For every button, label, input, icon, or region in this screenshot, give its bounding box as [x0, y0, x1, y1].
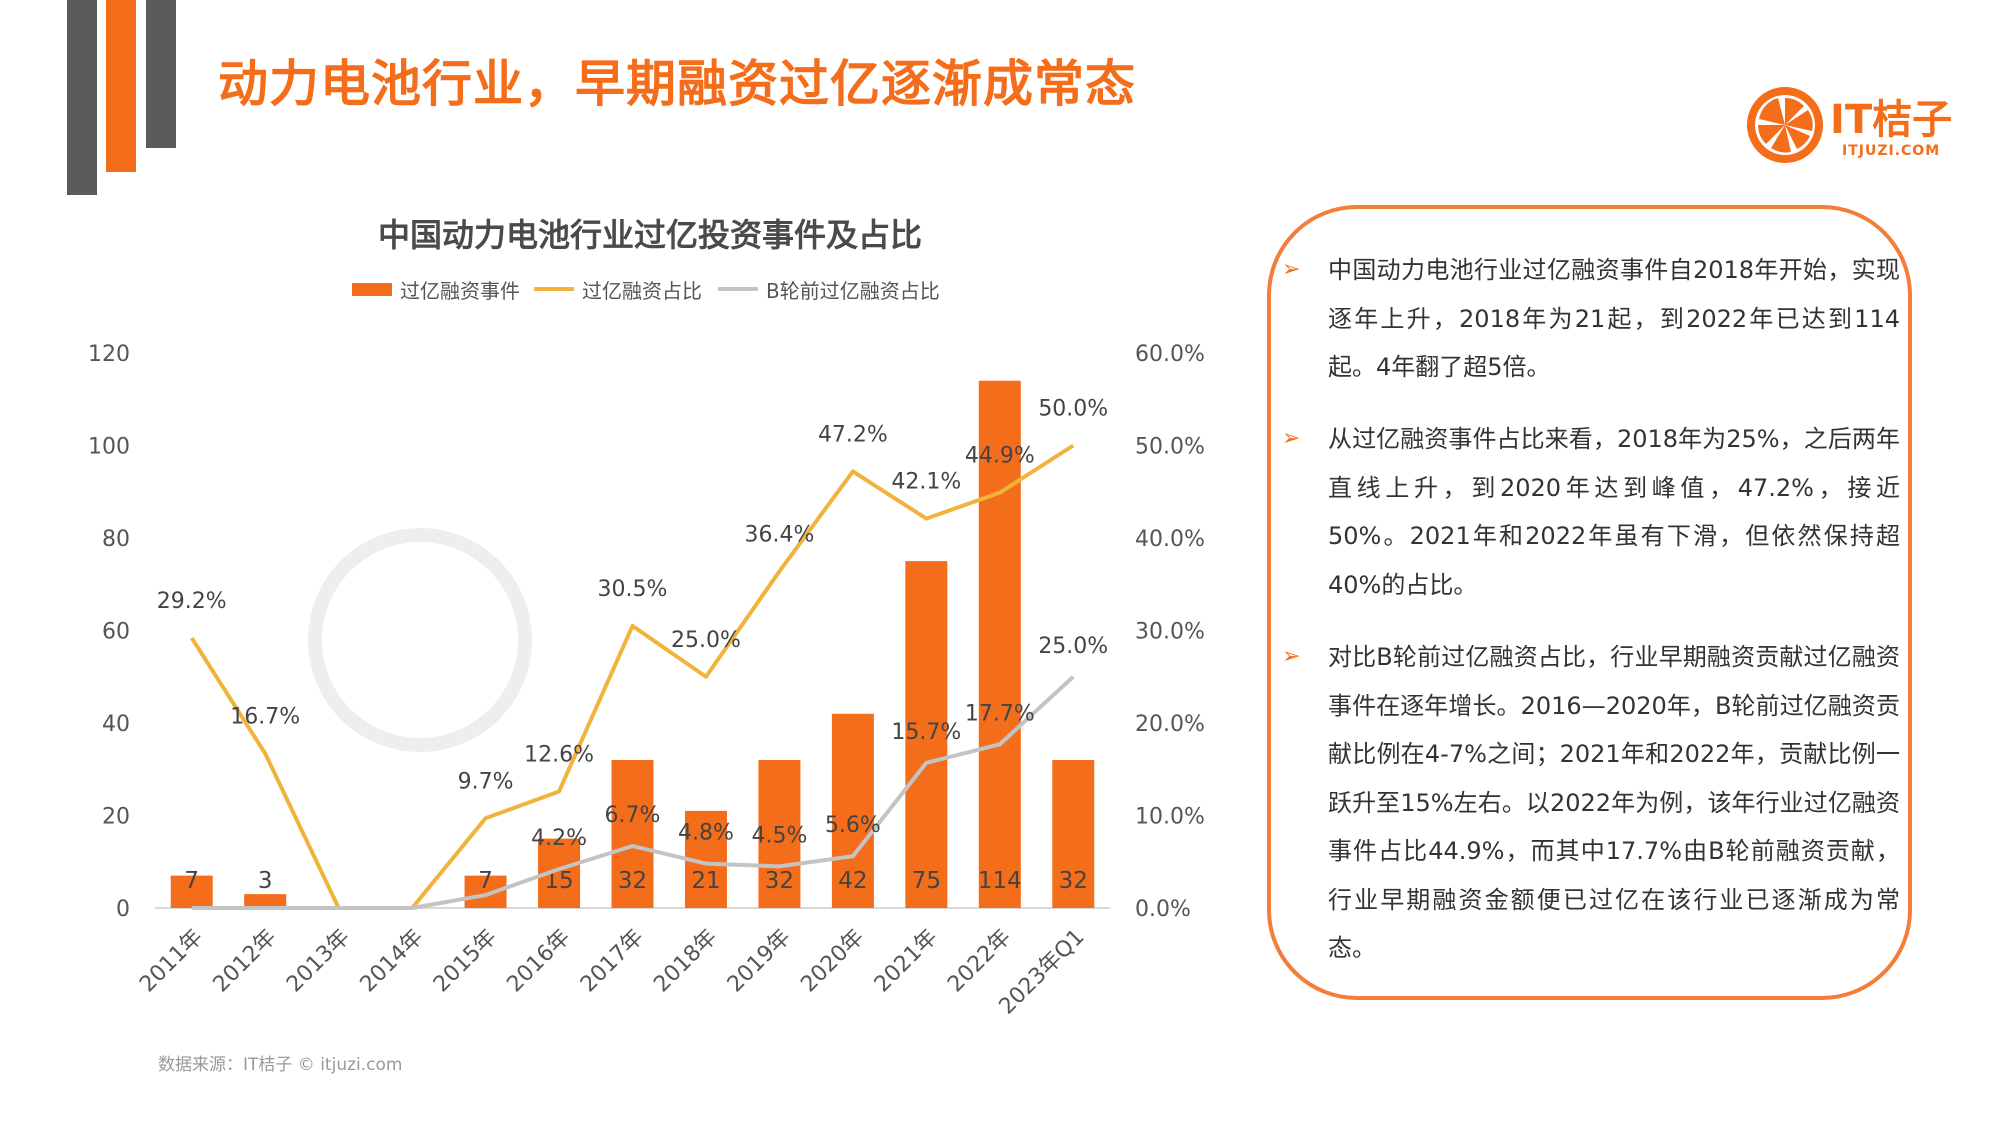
y-left-tick-label: 0: [116, 897, 130, 922]
data-source: 数据来源：IT桔子 © itjuzi.com: [158, 1055, 403, 1075]
line-value-label: 5.6%: [825, 813, 881, 838]
bullet-text: 中国动力电池行业过亿融资事件自2018年开始，实现逐年上升，2018年为21起，…: [1328, 256, 1900, 381]
bar: [170, 875, 213, 908]
brand-logo: IT桔子 ITJUZI.COM: [1745, 85, 1965, 165]
x-tick-label: 2019年: [723, 925, 796, 998]
y-right-tick-label: 40.0%: [1135, 527, 1205, 552]
line-value-label: 25.0%: [1038, 634, 1108, 659]
x-tick-label: 2018年: [649, 925, 722, 998]
line-value-label: 17.7%: [965, 701, 1035, 726]
legend-label: 过亿融资事件: [400, 278, 520, 303]
x-tick-label: 2011年: [135, 925, 208, 998]
line-value-label: 36.4%: [744, 522, 814, 547]
chart-plot: 0 20 40 60 80 100 120 0.0% 10.0% 20.0% 30.0% 40.0% 5…: [88, 342, 1205, 1020]
x-tick-label: 2021年: [870, 925, 943, 998]
summary-panel: [1267, 205, 1912, 1000]
legend-swatch-bar: [352, 282, 392, 296]
bar-value-label: 3: [258, 868, 273, 894]
y-left-tick-label: 100: [88, 435, 130, 460]
legend-item-bar: 过亿融资事件: [352, 275, 520, 303]
y-right-tick-label: 30.0%: [1135, 620, 1205, 645]
x-tick-label: 2012年: [209, 925, 282, 998]
bar-value-label: 32: [1059, 868, 1088, 894]
orange-slice-icon: [1747, 87, 1823, 163]
line-value-label: 15.7%: [891, 720, 961, 745]
x-tick-label: 2015年: [429, 925, 502, 998]
decor-bar-gray: [67, 0, 97, 195]
decor-bar-gray: [146, 0, 176, 148]
line-value-label: 12.6%: [524, 742, 594, 767]
bar: [831, 713, 874, 908]
bar: [978, 380, 1021, 908]
bar-value-label: 7: [478, 868, 493, 894]
line-value-label: 4.5%: [751, 823, 807, 848]
x-tick-label: 2014年: [356, 925, 429, 998]
y-left-tick-label: 40: [102, 712, 130, 737]
legend-swatch-line: [718, 287, 758, 291]
y-right-tick-label: 50.0%: [1135, 435, 1205, 460]
line-value-label: 9.7%: [458, 769, 514, 794]
line-value-label: 4.2%: [531, 826, 587, 851]
watermark-logo: [308, 528, 532, 752]
bar-value-label: 32: [618, 868, 647, 894]
line-value-label: 30.5%: [598, 577, 668, 602]
y-right-tick-label: 20.0%: [1135, 712, 1205, 737]
y-left-tick-label: 60: [102, 620, 130, 645]
x-tick-label: 2017年: [576, 925, 649, 998]
y-left-tick-label: 20: [102, 805, 130, 830]
line-value-label: 16.7%: [230, 705, 300, 730]
y-left-tick-label: 120: [88, 342, 130, 367]
legend-label: B轮前过亿融资占比: [766, 278, 940, 303]
bullet-text: 从过亿融资事件占比来看，2018年为25%，之后两年直线上升，到2020年达到峰…: [1328, 425, 1900, 599]
bar: [905, 561, 948, 908]
x-tick-label: 2020年: [796, 925, 869, 998]
line-value-label: 29.2%: [157, 589, 227, 614]
x-tick-label: 2013年: [282, 925, 355, 998]
line-value-label: 4.8%: [678, 821, 734, 846]
y-left-tick-label: 80: [102, 527, 130, 552]
line-value-label: 47.2%: [818, 422, 888, 447]
bar-value-label: 7: [184, 868, 199, 894]
bar-value-label: 21: [691, 868, 720, 894]
arrow-bullet-icon: ➢: [1282, 644, 1301, 669]
bullet-text: 对比B轮前过亿融资占比，行业早期融资贡献过亿融资事件在逐年增长。2016—202…: [1328, 643, 1900, 962]
bar-value-label: 75: [912, 868, 941, 894]
y-right-tick-label: 0.0%: [1135, 897, 1191, 922]
logo-wordmark: IT桔子: [1830, 97, 1953, 143]
line-value-label: 42.1%: [891, 470, 961, 495]
line-value-label: 50.0%: [1038, 397, 1108, 422]
legend-swatch-line: [534, 287, 574, 291]
line-value-label: 25.0%: [671, 628, 741, 653]
logo-domain: ITJUZI.COM: [1842, 143, 1941, 159]
series-line-pre-b-share: [191, 675, 1075, 910]
x-tick-label: 2022年: [943, 925, 1016, 998]
legend-label: 过亿融资占比: [582, 278, 702, 303]
arrow-bullet-icon: ➢: [1282, 426, 1301, 451]
bar: [611, 760, 654, 908]
bar: [758, 760, 801, 908]
bar: [1052, 760, 1095, 908]
line-value-label: 44.9%: [965, 444, 1035, 469]
legend-item-line: B轮前过亿融资占比: [718, 275, 940, 303]
y-right-tick-label: 60.0%: [1135, 342, 1205, 367]
bar-value-label: 32: [765, 868, 794, 894]
page-title: 动力电池行业，早期融资过亿逐渐成常态: [218, 55, 1136, 113]
line-value-label: 6.7%: [605, 803, 661, 828]
bar-value-label: 42: [838, 868, 867, 894]
y-right-tick-label: 10.0%: [1135, 805, 1205, 830]
bar: [244, 894, 287, 908]
chart-title: 中国动力电池行业过亿投资事件及占比: [377, 216, 922, 254]
decor-bar-orange: [106, 0, 136, 172]
x-tick-label: 2016年: [502, 925, 575, 998]
arrow-bullet-icon: ➢: [1282, 257, 1301, 282]
legend-item-line: 过亿融资占比: [534, 275, 702, 303]
bar-value-label: 114: [978, 868, 1022, 894]
